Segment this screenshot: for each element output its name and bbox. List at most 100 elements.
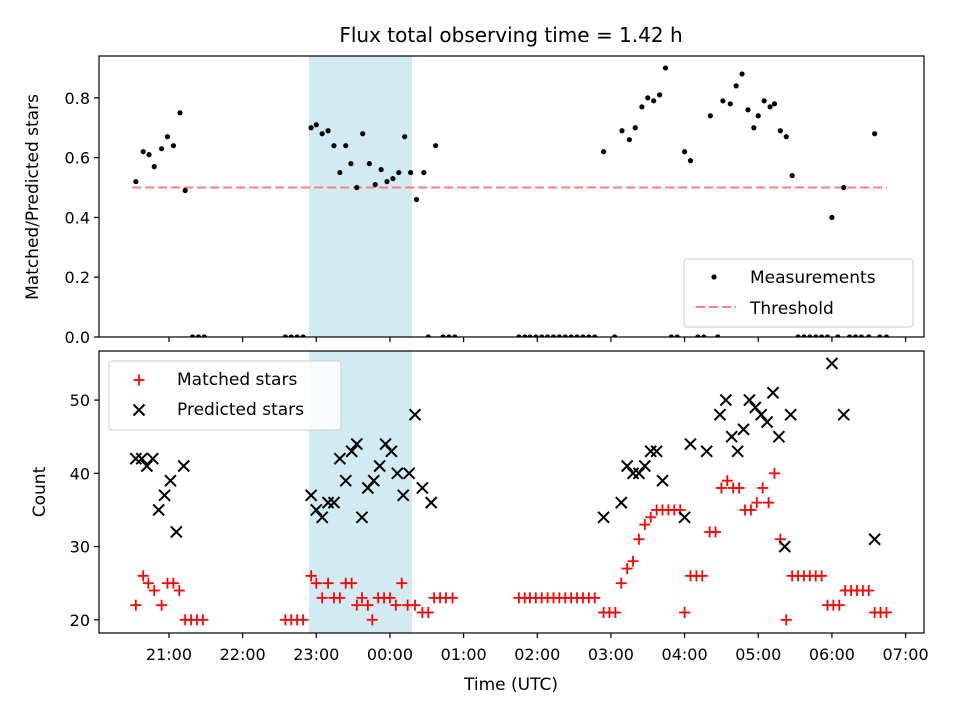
matched-star-point — [334, 592, 346, 604]
measurement-point — [522, 334, 528, 337]
x-tick-label: 04:00 — [662, 645, 708, 664]
bottom-y-tick-label: 50 — [70, 391, 90, 410]
measurement-point — [733, 83, 739, 89]
predicted-star-point — [725, 430, 738, 443]
top-panel: 0.00.20.40.60.8 Matched/Predicted stars … — [23, 55, 925, 347]
matched-star-point — [679, 606, 691, 618]
matched-star-point — [751, 497, 763, 509]
predicted-star-point — [784, 408, 797, 421]
x-tick-label: 02:00 — [514, 645, 560, 664]
matched-star-point — [384, 592, 396, 604]
measurement-point — [440, 334, 446, 337]
matched-star-point — [833, 599, 845, 611]
measurement-point — [695, 334, 701, 337]
measurement-point — [824, 334, 831, 337]
predicted-star-point — [315, 511, 329, 524]
measurement-point — [795, 334, 801, 337]
bottom-x-ticks: 21:00 22:00 23:00 00:00 01:00 02:00 03:00 04:00… — [146, 633, 929, 664]
predicted-star-point — [731, 445, 744, 458]
predicted-star-point — [825, 357, 839, 370]
matched-star-point — [589, 592, 601, 604]
legend-measurement-marker — [711, 274, 717, 280]
matched-star-point — [745, 504, 757, 516]
bottom-y-tick-label: 20 — [70, 611, 90, 630]
matched-star-point — [633, 533, 645, 545]
measurement-point — [402, 134, 408, 140]
measurement-point — [739, 71, 745, 77]
measurement-point — [177, 110, 183, 116]
matched-star-point — [148, 585, 160, 597]
top-y-axis-label: Matched/Predicted stars — [23, 94, 43, 300]
predicted-star-point — [656, 474, 669, 487]
matched-star-point — [880, 606, 892, 618]
legend-matched-label: Matched stars — [177, 370, 297, 390]
matched-star-point — [297, 614, 309, 626]
matched-star-point — [609, 606, 621, 618]
predicted-star-point — [373, 459, 386, 473]
matched-star-point — [763, 497, 775, 509]
measurement-point — [883, 334, 890, 337]
measurement-point — [783, 134, 789, 140]
predicted-star-point — [158, 489, 171, 502]
matched-star-point — [447, 592, 459, 604]
predicted-star-point — [164, 474, 177, 487]
measurement-point — [701, 334, 707, 337]
measurement-point — [751, 125, 757, 131]
predicted-star-point — [345, 445, 358, 458]
predicted-star-point — [361, 481, 375, 495]
matched-star-point — [366, 614, 378, 626]
x-tick-label: 07:00 — [883, 645, 929, 664]
measurement-point — [777, 128, 783, 134]
predicted-star-point — [416, 481, 429, 495]
predicted-star-point — [146, 452, 159, 465]
predicted-star-point — [678, 511, 691, 524]
predicted-star-point — [385, 445, 398, 458]
measurement-point — [562, 334, 568, 337]
measurement-point — [360, 131, 366, 137]
predicted-star-point — [402, 467, 416, 480]
predicted-star-point — [737, 423, 750, 436]
predicted-star-point — [868, 533, 881, 546]
measurement-point — [421, 169, 427, 176]
measurement-point — [550, 334, 557, 337]
matched-star-point — [310, 577, 322, 589]
measurement-point — [378, 166, 384, 173]
predicted-star-point — [837, 408, 850, 421]
measurement-point — [727, 101, 733, 107]
measurement-point — [151, 164, 157, 170]
measurement-point — [866, 334, 872, 337]
measurement-point — [189, 334, 196, 337]
predicted-star-point — [152, 503, 165, 517]
measurement-point — [413, 196, 420, 203]
predicted-star-point — [597, 511, 610, 524]
matched-star-point — [322, 577, 334, 589]
matched-star-point — [715, 482, 727, 494]
legend-threshold-label: Threshold — [749, 299, 834, 319]
matched-star-point — [197, 614, 209, 626]
measurement-point — [580, 334, 586, 337]
measurement-point — [632, 125, 638, 131]
measurement-point — [568, 334, 574, 337]
measurement-point — [300, 334, 306, 337]
predicted-star-point — [425, 496, 438, 509]
measurement-point — [574, 334, 580, 337]
matched-star-point — [780, 614, 792, 626]
legend-predicted-label: Predicted stars — [177, 400, 304, 420]
matched-star-point — [721, 475, 733, 487]
measurement-point — [556, 334, 562, 337]
top-x-tick-marks — [168, 337, 907, 342]
measurement-point — [819, 334, 825, 337]
bottom-y-ticks: 20 30 40 50 — [70, 391, 99, 630]
measurement-point — [619, 128, 625, 134]
legend-plus — [133, 374, 145, 386]
measurement-point — [807, 334, 813, 337]
matched-star-point — [362, 599, 374, 611]
predicted-star-point — [391, 467, 404, 480]
matched-star-point — [768, 467, 780, 479]
measurement-point — [592, 334, 598, 337]
measurement-point — [201, 334, 207, 337]
matched-star-point — [137, 570, 149, 582]
predicted-star-point — [397, 489, 410, 502]
bottom-axes-frame — [98, 350, 925, 634]
